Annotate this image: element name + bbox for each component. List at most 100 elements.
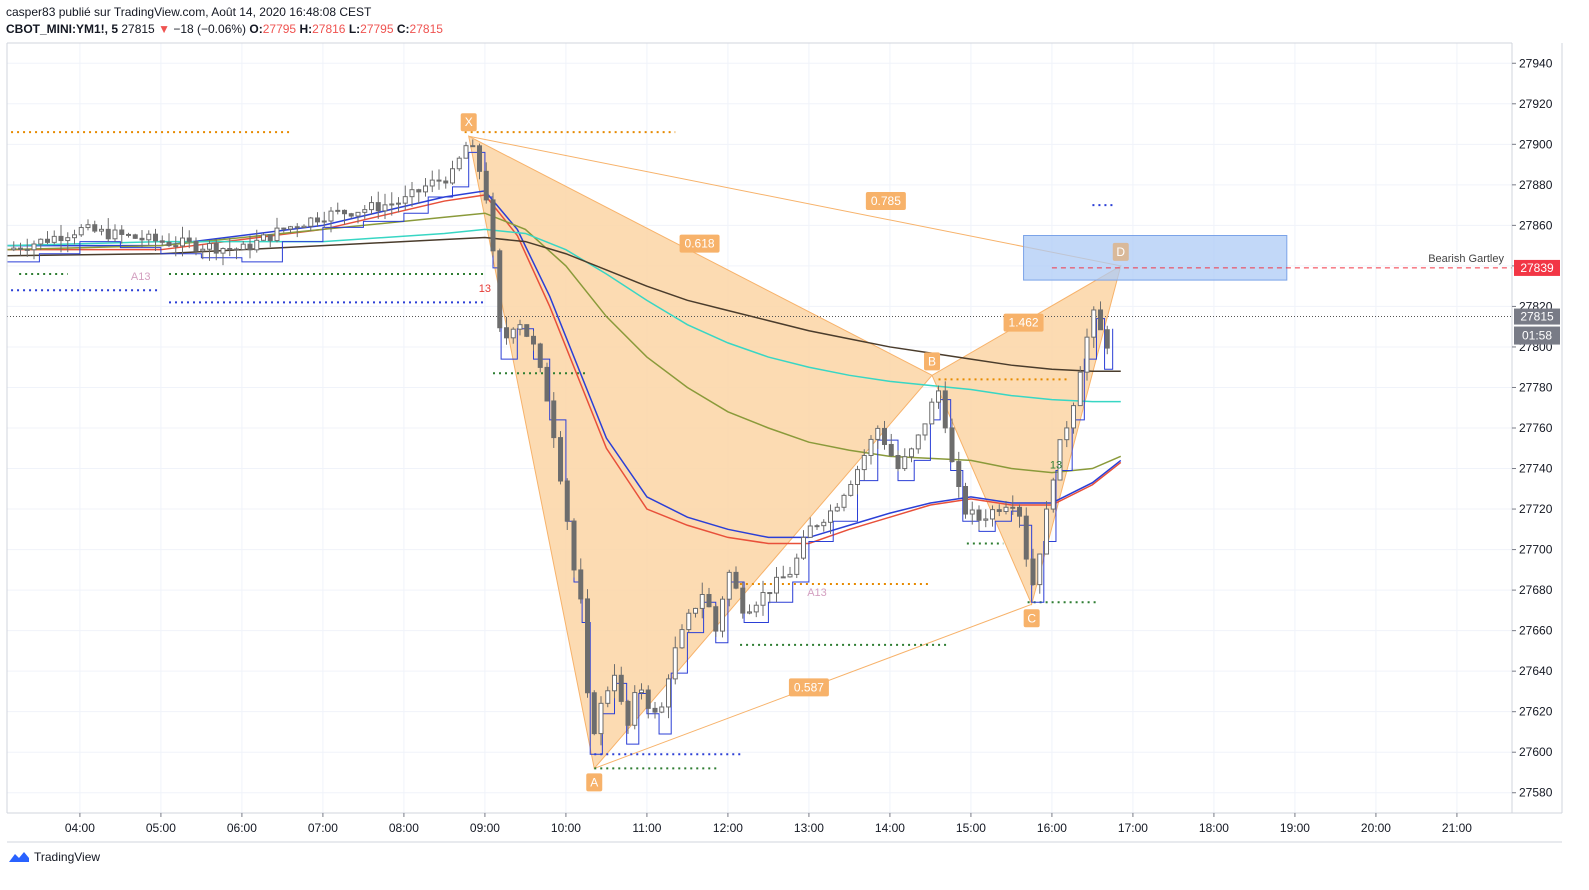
target-price-label: 27839 xyxy=(1520,261,1554,275)
x-tick-label: 07:00 xyxy=(308,821,338,835)
candle-body xyxy=(990,509,996,520)
candle-body xyxy=(1084,336,1090,373)
candle-body xyxy=(855,469,861,485)
y-tick-label: 27640 xyxy=(1519,664,1553,678)
last-price-tag xyxy=(1514,308,1560,325)
candle-body xyxy=(321,220,327,223)
candle-body xyxy=(794,557,800,575)
candle-body xyxy=(342,209,348,215)
candle-body xyxy=(1071,405,1077,429)
candle-body xyxy=(1104,329,1110,349)
candle-body xyxy=(1057,439,1063,481)
candle-body xyxy=(99,228,105,232)
candle-body xyxy=(564,480,570,522)
candle-body xyxy=(483,170,489,201)
candle-body xyxy=(443,180,449,184)
tradingview-logo-icon xyxy=(9,852,29,862)
candle-body xyxy=(173,245,179,248)
candle-body xyxy=(558,437,564,482)
footer-brand[interactable]: TradingView xyxy=(8,850,100,864)
candle-body xyxy=(693,607,699,614)
candle-body xyxy=(544,366,550,402)
pattern-point-x: X xyxy=(465,115,473,129)
candle-body xyxy=(524,324,530,337)
pattern-point-box-d xyxy=(1112,242,1129,261)
brand-label: TradingView xyxy=(34,850,101,864)
high-label: H: xyxy=(299,22,313,36)
y-tick-label: 27880 xyxy=(1519,178,1553,192)
candle-body xyxy=(470,145,476,148)
pattern-labels: X A B C D 0.618 0.587 1.462 0.785 A13 A13 13 13 Beari… xyxy=(131,113,1504,792)
candle-body xyxy=(571,520,577,571)
candle-body xyxy=(639,689,645,694)
candle-body xyxy=(834,506,840,512)
last-price: 27815 xyxy=(121,22,155,36)
close-value: 27815 xyxy=(409,22,443,36)
candle-body xyxy=(11,247,17,251)
candle-body xyxy=(645,689,651,709)
candle-body xyxy=(679,629,685,649)
low-label: L: xyxy=(348,22,361,36)
candle-body xyxy=(1037,553,1043,586)
candle-body xyxy=(888,443,894,456)
y-tick-label: 27900 xyxy=(1519,137,1553,151)
candle-body xyxy=(126,233,132,236)
candle-body xyxy=(477,145,483,172)
target-price-tag xyxy=(1514,259,1560,276)
candle-body xyxy=(936,390,942,403)
candle-body xyxy=(801,536,807,559)
countdown-tag xyxy=(1514,326,1560,345)
pattern-name-label: Bearish Gartley xyxy=(1428,253,1504,265)
candle-body xyxy=(1010,506,1016,509)
publish-info: casper83 publié sur TradingView.com, Aoû… xyxy=(6,5,372,19)
prz-box xyxy=(1023,235,1288,281)
candle-body xyxy=(1050,479,1056,510)
candle-body xyxy=(949,427,955,463)
candle-body xyxy=(1064,427,1070,441)
pattern-point-box-b xyxy=(924,352,941,371)
candle-body xyxy=(72,234,78,239)
candle-body xyxy=(146,233,152,241)
candle-body xyxy=(659,706,665,713)
signal-marker: 13 xyxy=(479,283,491,295)
open-label: O: xyxy=(249,22,263,36)
pattern-line-xd xyxy=(468,135,1121,267)
candle-body xyxy=(504,327,510,339)
candle-body xyxy=(193,240,199,252)
candle-body xyxy=(213,243,219,254)
low-value: 27795 xyxy=(360,22,394,36)
candle-body xyxy=(983,518,989,521)
candle-body xyxy=(1003,506,1009,512)
candle-body xyxy=(774,576,780,594)
candle-body xyxy=(234,248,240,251)
x-tick-label: 11:00 xyxy=(632,821,661,835)
candle-body xyxy=(254,239,260,251)
candle-body xyxy=(814,525,820,528)
candle-body xyxy=(713,606,719,632)
candle-body xyxy=(132,234,138,239)
candle-body xyxy=(740,587,746,614)
candle-body xyxy=(153,233,159,242)
high-value: 27816 xyxy=(312,22,346,36)
candle-body xyxy=(58,235,64,242)
candle-body xyxy=(24,248,30,251)
candle-body xyxy=(301,225,307,228)
x-tick-label: 19:00 xyxy=(1280,821,1310,835)
candle-body xyxy=(375,202,381,212)
signal-marker: A13 xyxy=(131,271,151,283)
candle-body xyxy=(618,674,624,702)
candle-body xyxy=(369,202,375,211)
candle-body xyxy=(436,179,442,182)
candle-body xyxy=(456,157,462,170)
ratio-box xyxy=(788,678,829,697)
candle-body xyxy=(753,604,759,613)
candle-body xyxy=(45,238,51,243)
candle-body xyxy=(598,702,604,735)
x-tick-label: 12:00 xyxy=(713,821,743,835)
candle-body xyxy=(227,248,233,251)
candle-body xyxy=(666,678,672,708)
candle-body xyxy=(963,486,969,515)
ratio-box xyxy=(865,192,906,211)
candle-body xyxy=(288,226,294,230)
